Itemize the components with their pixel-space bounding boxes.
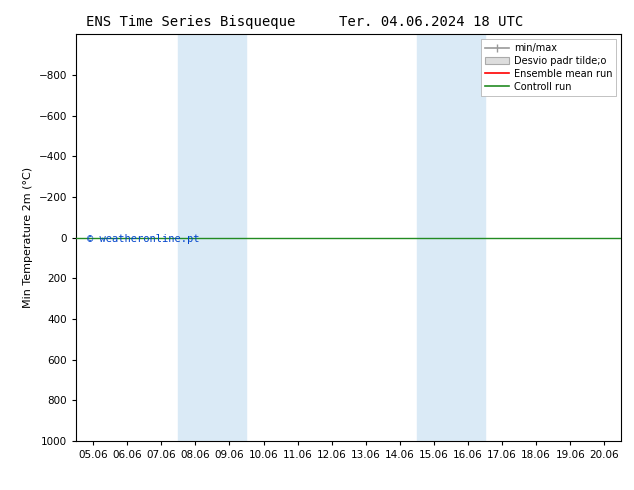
Bar (417, 34, 485, 441)
Y-axis label: Min Temperature 2m (°C): Min Temperature 2m (°C) (23, 167, 33, 308)
Text: Ter. 04.06.2024 18 UTC: Ter. 04.06.2024 18 UTC (339, 15, 523, 29)
Text: © weatheronline.pt: © weatheronline.pt (87, 234, 200, 244)
Legend: min/max, Desvio padr tilde;o, Ensemble mean run, Controll run: min/max, Desvio padr tilde;o, Ensemble m… (481, 39, 616, 96)
Bar (178, 34, 247, 441)
Text: ENS Time Series Bisqueque: ENS Time Series Bisqueque (86, 15, 295, 29)
